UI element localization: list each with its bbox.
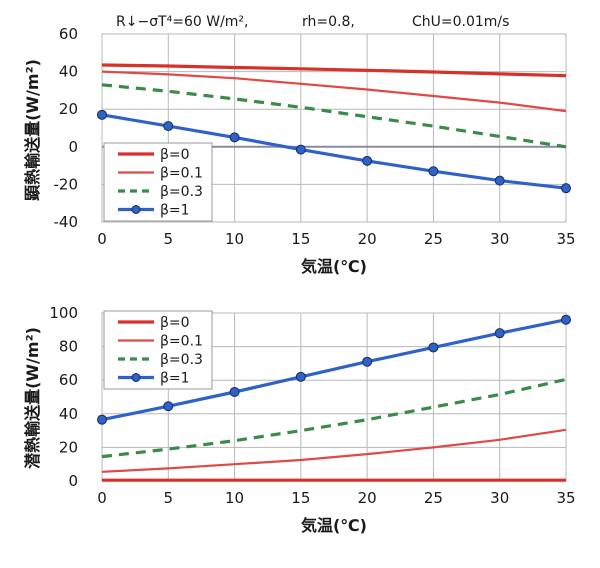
x-tick-label: 20 [358, 489, 377, 507]
data-point [163, 401, 174, 412]
x-tick-label: 15 [291, 230, 310, 248]
y-tick-label: 40 [59, 405, 78, 423]
y-tick-label: 0 [68, 138, 78, 156]
y-tick-label: 20 [59, 100, 78, 118]
series-line-4 [101, 318, 567, 422]
legend-label: β=1 [160, 371, 190, 387]
x-tick-label: 20 [358, 230, 377, 248]
x-tick-label: 0 [97, 230, 107, 248]
data-point [97, 109, 107, 120]
x-tick-label: 30 [490, 230, 509, 248]
legend-marker [131, 373, 141, 382]
y-tick-label: 60 [59, 371, 78, 389]
x-tick-label: 30 [490, 489, 509, 507]
data-point [362, 356, 373, 367]
legend-label: β=0.1 [160, 334, 203, 350]
legend-label: β=0 [160, 315, 190, 331]
data-point [428, 342, 439, 353]
y-tick-label: 40 [59, 63, 78, 81]
latent-heat-chart: 0 5 10 15 20 25 30 35 0 20 40 60 80 100 気温(℃) 潜熱輸送量(W/m… [23, 304, 576, 535]
x-axis-label: 気温(℃) [301, 516, 367, 535]
series-line-3 [101, 377, 567, 459]
x-tick-label: 15 [291, 489, 310, 507]
x-tick-label: 0 [97, 489, 107, 507]
sensible-heat-chart: 0 5 10 15 20 25 30 35 -40 -20 0 20 40 60 気温(℃) 顕熱輸送量(W/… [23, 25, 576, 276]
x-tick-label: 10 [225, 230, 244, 248]
y-axis-label: 顕熱輸送量(W/m²) [23, 59, 42, 201]
data-point [295, 144, 306, 155]
legend-label: β=1 [160, 203, 190, 219]
y-tick-label: -20 [54, 175, 79, 193]
y-tick-label: -40 [54, 213, 79, 231]
data-point [229, 132, 240, 143]
x-tick-label: 35 [556, 230, 575, 248]
legend-label: β=0.3 [160, 184, 203, 200]
series-line-4 [101, 113, 567, 190]
data-point [428, 166, 439, 177]
data-point [362, 155, 373, 166]
y-tick-label: 60 [59, 25, 78, 43]
legend-label: β=0.3 [160, 352, 203, 368]
header-radiation: R↓−σT⁴=60 W/m², [116, 14, 248, 30]
legend-marker [131, 205, 141, 214]
series-line-2 [101, 70, 567, 113]
x-tick-label: 35 [556, 489, 575, 507]
x-axis-label: 気温(℃) [301, 257, 367, 276]
header-transfer-coefficient: ChU=0.01m/s [412, 14, 509, 30]
series-line-2 [101, 428, 567, 473]
y-tick-label: 100 [49, 304, 78, 322]
x-tick-label: 5 [164, 230, 174, 248]
header-humidity: rh=0.8, [302, 14, 355, 30]
data-point [561, 183, 571, 194]
x-tick-label: 5 [164, 489, 174, 507]
data-point [163, 121, 174, 132]
data-point [494, 328, 505, 339]
y-tick-label: 80 [59, 338, 78, 356]
data-point [229, 386, 240, 397]
series-line-1 [101, 63, 567, 78]
data-point [561, 314, 571, 325]
x-tick-label: 10 [225, 489, 244, 507]
legend-label: β=0.1 [160, 166, 203, 182]
x-tick-label: 25 [424, 230, 443, 248]
y-axis-label: 潜熱輸送量(W/m²) [23, 327, 42, 469]
x-tick-label: 25 [424, 489, 443, 507]
series-line-3 [101, 83, 567, 149]
data-point [494, 175, 505, 186]
legend-label: β=0 [160, 147, 190, 163]
y-tick-label: 0 [68, 472, 78, 490]
y-tick-label: 20 [59, 438, 78, 456]
data-point [295, 371, 306, 382]
data-point [97, 414, 107, 425]
